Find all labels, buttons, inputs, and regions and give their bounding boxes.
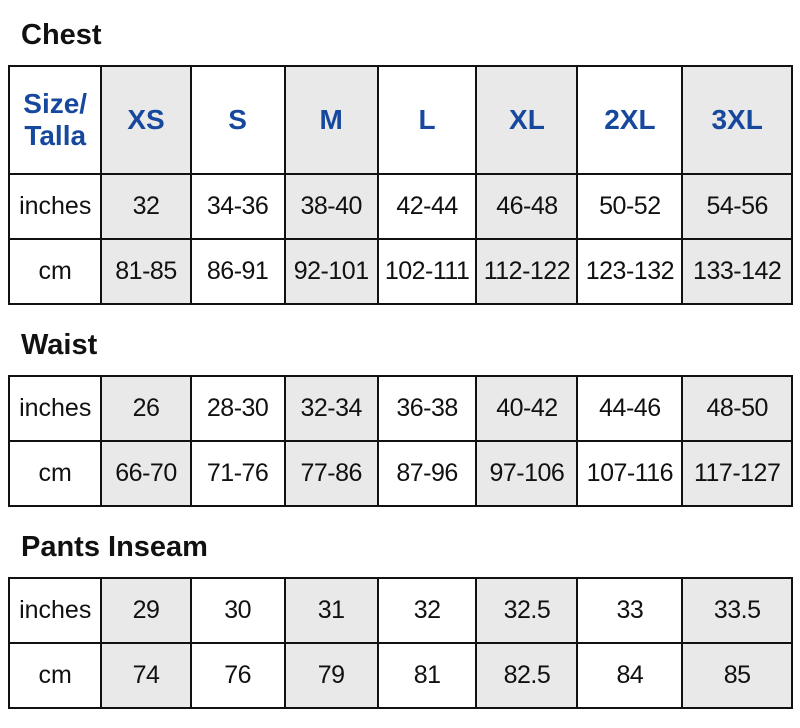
table-row-waist-cm: cm 66-70 71-76 77-86 87-96 97-106 107-11… xyxy=(7,440,793,507)
row-label: cm xyxy=(7,642,103,709)
measure-cell: 81 xyxy=(376,642,478,709)
measure-cell: 76 xyxy=(189,642,286,709)
measure-cell: 29 xyxy=(100,577,192,644)
table-row-inseam-inches: inches 29 30 31 32 32.5 33 33.5 xyxy=(7,577,793,644)
size-header-s: S xyxy=(189,65,286,175)
size-header-xl: XL xyxy=(475,65,579,175)
measure-cell: 79 xyxy=(283,642,379,709)
measure-cell: 40-42 xyxy=(475,375,579,442)
measure-cell: 46-48 xyxy=(475,173,579,240)
measure-cell: 44-46 xyxy=(576,375,684,442)
measure-cell: 97-106 xyxy=(475,440,579,507)
size-header-m: M xyxy=(283,65,379,175)
section-title-chest: Chest xyxy=(21,19,102,51)
size-header-3xl: 3XL xyxy=(681,65,793,175)
measure-cell: 102-111 xyxy=(376,238,478,305)
measure-cell: 26 xyxy=(100,375,192,442)
measure-cell: 33 xyxy=(576,577,684,644)
measure-cell: 71-76 xyxy=(189,440,286,507)
size-header-xs: XS xyxy=(100,65,192,175)
measure-cell: 42-44 xyxy=(376,173,478,240)
measure-cell: 123-132 xyxy=(576,238,684,305)
size-header-2xl: 2XL xyxy=(576,65,684,175)
section-title-waist: Waist xyxy=(21,329,98,361)
measure-cell: 133-142 xyxy=(681,238,793,305)
measure-cell: 32 xyxy=(376,577,478,644)
measure-cell: 34-36 xyxy=(189,173,286,240)
measure-cell: 84 xyxy=(576,642,684,709)
size-header-l: L xyxy=(376,65,478,175)
measure-cell: 36-38 xyxy=(376,375,478,442)
measure-cell: 81-85 xyxy=(100,238,192,305)
size-talla-header: Size/ Talla xyxy=(7,65,103,175)
measure-cell: 77-86 xyxy=(283,440,379,507)
measure-cell: 30 xyxy=(189,577,286,644)
size-label-line2: Talla xyxy=(24,120,87,151)
measure-cell: 82.5 xyxy=(475,642,579,709)
section-title-pants-inseam: Pants Inseam xyxy=(21,531,208,563)
measure-cell: 31 xyxy=(283,577,379,644)
measure-cell: 32 xyxy=(100,173,192,240)
row-label: cm xyxy=(7,440,103,507)
table-row-chest-inches: inches 32 34-36 38-40 42-44 46-48 50-52 … xyxy=(7,173,793,240)
size-label-line1: Size/ xyxy=(23,87,88,119)
measure-cell: 85 xyxy=(681,642,793,709)
measure-cell: 32-34 xyxy=(283,375,379,442)
measure-cell: 28-30 xyxy=(189,375,286,442)
measure-cell: 86-91 xyxy=(189,238,286,305)
row-label: inches xyxy=(7,577,103,644)
row-label: cm xyxy=(7,238,103,305)
measure-cell: 50-52 xyxy=(576,173,684,240)
waist-size-table: inches 26 28-30 32-34 36-38 40-42 44-46 … xyxy=(7,375,793,507)
pants-inseam-size-table: inches 29 30 31 32 32.5 33 33.5 cm 74 76… xyxy=(7,577,793,709)
row-label: inches xyxy=(7,173,103,240)
measure-cell: 32.5 xyxy=(475,577,579,644)
table-row-inseam-cm: cm 74 76 79 81 82.5 84 85 xyxy=(7,642,793,709)
measure-cell: 33.5 xyxy=(681,577,793,644)
measure-cell: 107-116 xyxy=(576,440,684,507)
measure-cell: 48-50 xyxy=(681,375,793,442)
measure-cell: 92-101 xyxy=(283,238,379,305)
measure-cell: 87-96 xyxy=(376,440,478,507)
measure-cell: 54-56 xyxy=(681,173,793,240)
size-header-row: Size/ Talla XS S M L XL 2XL 3XL xyxy=(7,65,793,175)
size-chart-page: Chest Size/ Talla XS S M L XL 2XL 3XL in… xyxy=(0,19,800,715)
table-row-chest-cm: cm 81-85 86-91 92-101 102-111 112-122 12… xyxy=(7,238,793,305)
row-label: inches xyxy=(7,375,103,442)
chest-size-table: Size/ Talla XS S M L XL 2XL 3XL inches 3… xyxy=(7,65,793,305)
measure-cell: 117-127 xyxy=(681,440,793,507)
measure-cell: 112-122 xyxy=(475,238,579,305)
table-row-waist-inches: inches 26 28-30 32-34 36-38 40-42 44-46 … xyxy=(7,375,793,442)
measure-cell: 66-70 xyxy=(100,440,192,507)
measure-cell: 74 xyxy=(100,642,192,709)
measure-cell: 38-40 xyxy=(283,173,379,240)
